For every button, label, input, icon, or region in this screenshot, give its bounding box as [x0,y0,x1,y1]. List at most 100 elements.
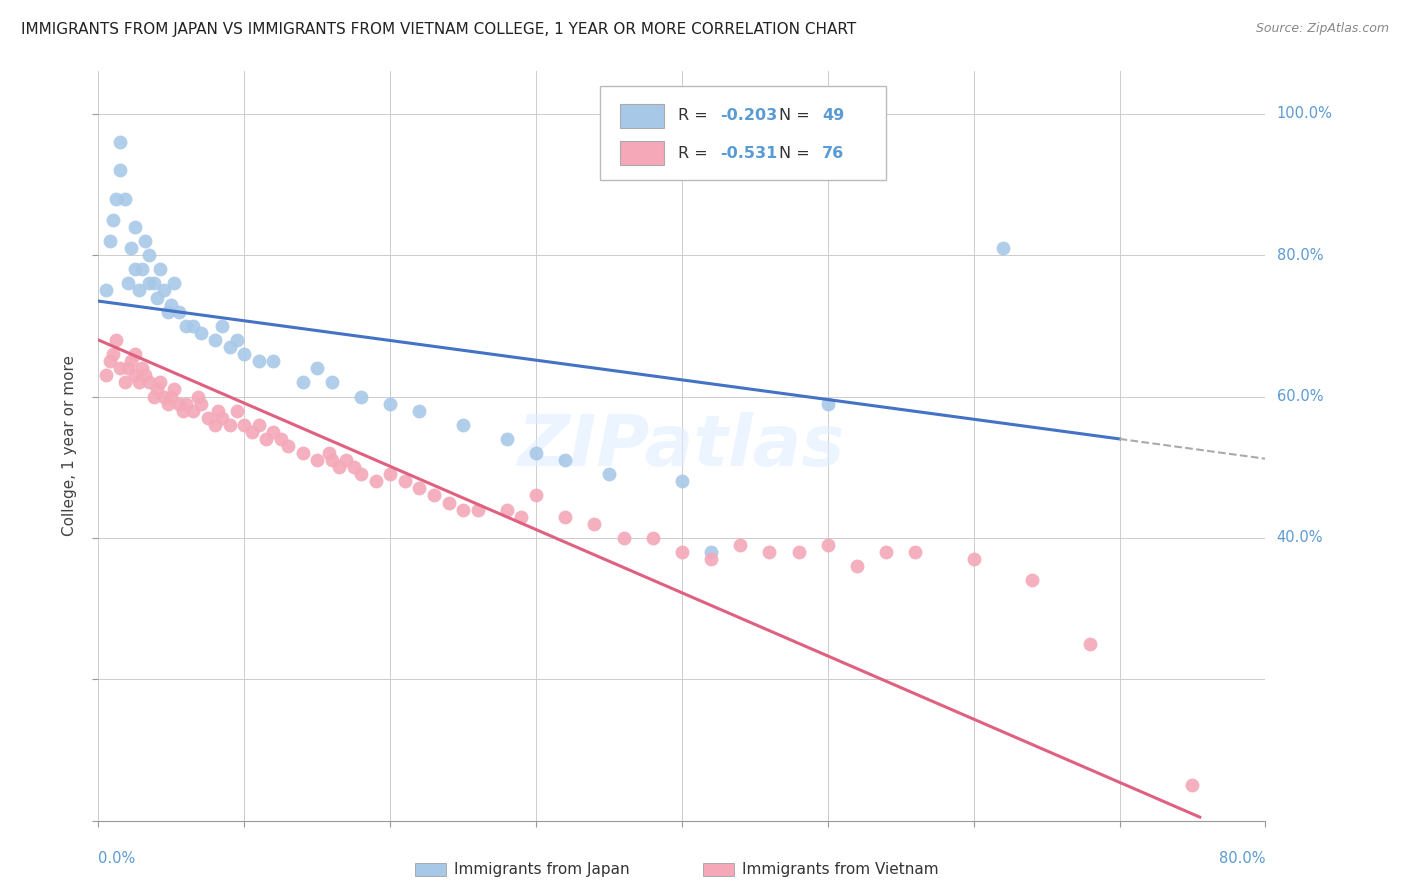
Point [157,396,180,410]
Point [187,390,209,404]
Point [524,446,547,460]
Point [262,354,284,368]
Point [875,545,897,559]
Point [124,347,146,361]
Point [163,277,186,291]
Text: -0.203: -0.203 [720,108,778,123]
Point [153,284,176,298]
Point [700,545,723,559]
Point [149,376,172,390]
Point [190,326,212,340]
Point [962,552,984,566]
Point [307,453,329,467]
Point [328,460,350,475]
Point [160,390,183,404]
Point [451,417,474,432]
Point [167,396,190,410]
Text: 100.0%: 100.0% [1277,106,1333,121]
Point [128,284,150,298]
Point [787,545,810,559]
Text: 49: 49 [823,108,844,123]
Point [104,333,127,347]
Point [364,475,387,489]
Point [110,163,132,178]
Point [554,453,576,467]
Point [277,439,299,453]
Point [163,383,186,397]
Point [496,432,519,446]
Text: Immigrants from Vietnam: Immigrants from Vietnam [742,862,939,877]
Point [120,241,142,255]
Point [262,425,284,439]
Point [138,248,160,262]
Point [204,333,226,347]
Point [583,516,606,531]
Point [128,376,150,390]
Point [1080,637,1102,651]
Point [146,383,169,397]
Point [181,403,204,417]
Point [671,545,693,559]
Point [167,304,190,318]
Point [335,453,357,467]
Point [380,467,402,482]
Text: N =: N = [779,145,814,161]
Point [758,545,780,559]
Point [120,354,142,368]
Point [142,277,165,291]
Text: 76: 76 [823,145,844,161]
Point [94,284,117,298]
Text: Source: ZipAtlas.com: Source: ZipAtlas.com [1256,22,1389,36]
Point [318,446,340,460]
Point [138,376,160,390]
Point [291,376,314,390]
Point [124,368,146,383]
Point [846,559,869,574]
Text: N =: N = [779,108,814,123]
Point [211,318,233,333]
Point [153,390,176,404]
Point [817,396,839,410]
Point [207,403,229,417]
Point [380,396,402,410]
Point [350,467,373,482]
Point [218,340,240,354]
Point [467,502,489,516]
Point [211,410,233,425]
Point [131,361,153,376]
Text: R =: R = [679,145,713,161]
Point [904,545,927,559]
Point [240,425,263,439]
Point [226,333,249,347]
Point [408,403,430,417]
Point [98,354,121,368]
Point [321,453,343,467]
Point [110,361,132,376]
Point [423,488,446,502]
Point [157,304,180,318]
FancyBboxPatch shape [600,87,886,180]
Point [134,368,156,383]
Point [394,475,416,489]
Point [204,417,226,432]
Text: R =: R = [679,108,713,123]
Point [124,262,146,277]
Point [700,552,723,566]
Point [510,509,533,524]
Point [114,376,136,390]
Point [117,277,139,291]
Point [350,390,373,404]
Point [142,390,165,404]
Point [98,234,121,248]
Point [114,192,136,206]
Point [496,502,519,516]
Point [104,192,127,206]
Y-axis label: College, 1 year or more: College, 1 year or more [62,356,77,536]
Text: 60.0%: 60.0% [1277,389,1323,404]
Point [226,403,249,417]
Text: 80.0%: 80.0% [1219,851,1265,866]
Point [817,538,839,552]
Point [524,488,547,502]
Point [1021,574,1043,588]
Point [730,538,752,552]
